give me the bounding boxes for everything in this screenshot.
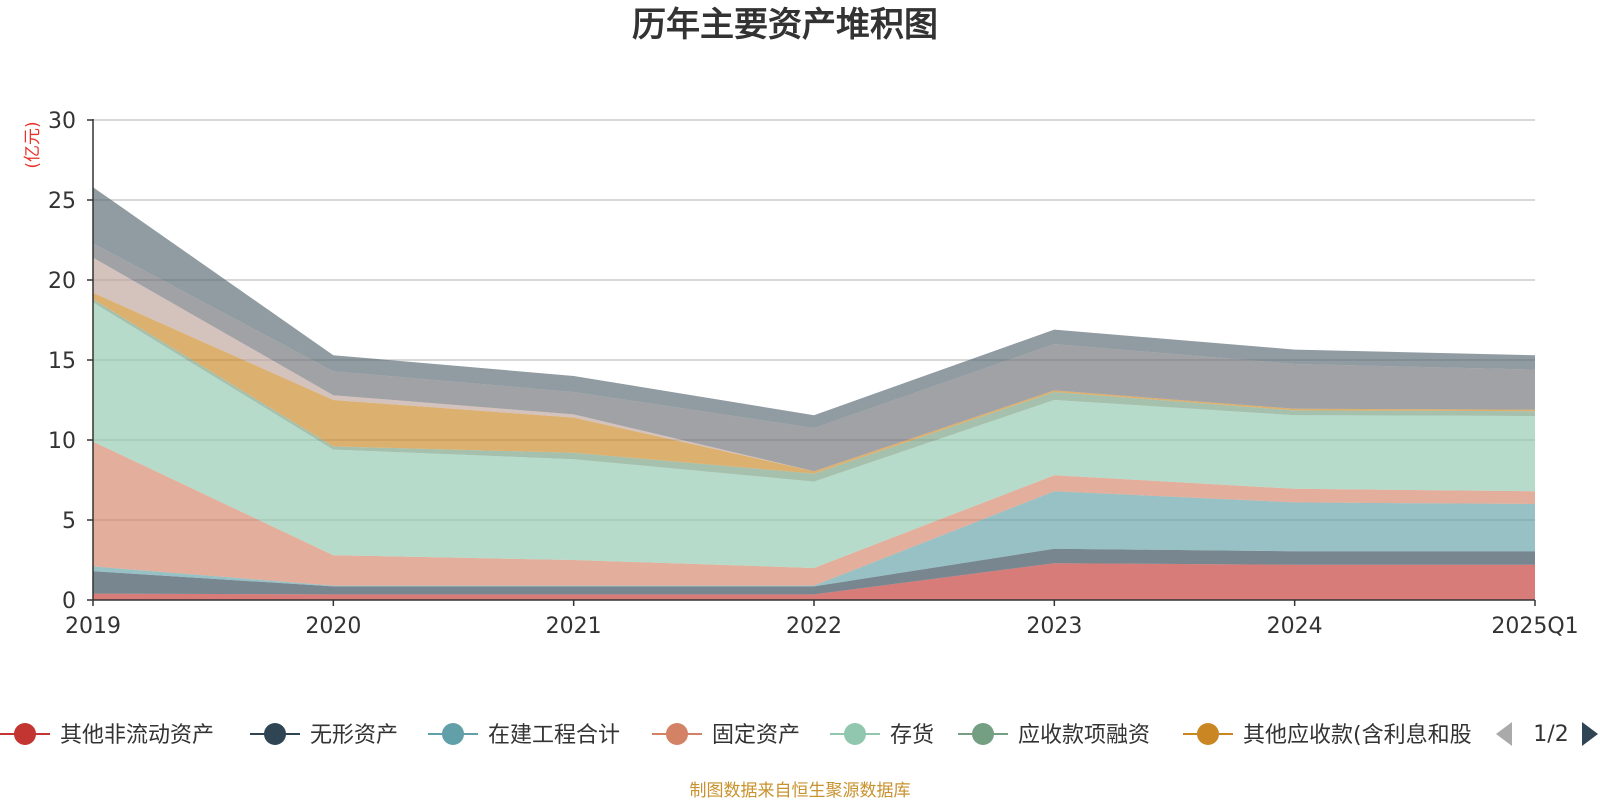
x-tick-label: 2023 <box>1026 614 1082 639</box>
x-tick-label: 2022 <box>786 614 842 639</box>
legend-label: 其他非流动资产 <box>60 723 214 748</box>
x-tick-label: 2024 <box>1267 614 1323 639</box>
legend-item[interactable]: 其他非流动资产 <box>0 723 214 748</box>
area-series-shape <box>93 491 1535 587</box>
area-series-shape <box>93 548 1535 595</box>
legend[interactable]: 其他非流动资产 无形资产 在建工程合计 固定资产 存货 应收款项融资 其他应收款(含利息和股 <box>0 723 1472 748</box>
y-tick-label: 15 <box>48 349 76 374</box>
y-axis-unit-label: (亿元) <box>23 121 43 168</box>
legend-dot-icon <box>666 723 688 745</box>
x-tick-label: 2019 <box>65 614 121 639</box>
x-tick-label: 2020 <box>305 614 361 639</box>
legend-item[interactable]: 存货 <box>830 723 934 748</box>
legend-label: 固定资产 <box>712 723 800 748</box>
legend-dot-icon <box>844 723 866 745</box>
y-tick-label: 5 <box>62 509 76 534</box>
legend-item[interactable]: 固定资产 <box>652 723 800 748</box>
legend-dot-icon <box>972 723 994 745</box>
legend-dot-icon <box>1197 723 1219 745</box>
area-series-shape <box>93 292 1535 474</box>
y-tick-label: 0 <box>62 589 76 614</box>
chart-title: 历年主要资产堆积图 <box>632 5 938 45</box>
x-tick-label: 2025Q1 <box>1491 614 1578 639</box>
legend-pager[interactable]: 1/2 <box>1496 722 1598 747</box>
legend-item[interactable]: 应收款项融资 <box>958 723 1150 748</box>
area-series-shape <box>93 187 1535 428</box>
y-tick-label: 30 <box>48 109 76 134</box>
legend-item[interactable]: 在建工程合计 <box>428 723 620 748</box>
area-series-shape <box>93 441 1535 586</box>
legend-label: 其他应收款(含利息和股 <box>1243 723 1472 748</box>
area-series-shape <box>93 302 1535 568</box>
triangle-left-icon[interactable] <box>1496 722 1512 746</box>
legend-dot-icon <box>442 723 464 745</box>
legend-dot-icon <box>264 723 286 745</box>
x-tick-label: 2021 <box>546 614 602 639</box>
legend-item[interactable]: 其他应收款(含利息和股 <box>1183 723 1472 748</box>
area-series <box>93 187 1535 600</box>
data-source-note: 制图数据来自恒生聚源数据库 <box>690 781 911 800</box>
legend-page-indicator: 1/2 <box>1533 722 1568 747</box>
y-tick-label: 10 <box>48 429 76 454</box>
triangle-right-icon[interactable] <box>1582 722 1598 746</box>
y-tick-label: 25 <box>48 189 76 214</box>
legend-label: 在建工程合计 <box>488 723 620 748</box>
legend-dot-icon <box>14 723 36 745</box>
y-tick-label: 20 <box>48 269 76 294</box>
legend-label: 应收款项融资 <box>1018 723 1150 748</box>
legend-label: 存货 <box>890 723 934 748</box>
legend-item[interactable]: 无形资产 <box>250 723 398 748</box>
axes: 0 5 10 15 20 25 30 2019 2020 2021 2022 2023 2024 2025… <box>48 109 1579 639</box>
area-series-shape <box>93 563 1535 600</box>
legend-label: 无形资产 <box>310 723 398 748</box>
